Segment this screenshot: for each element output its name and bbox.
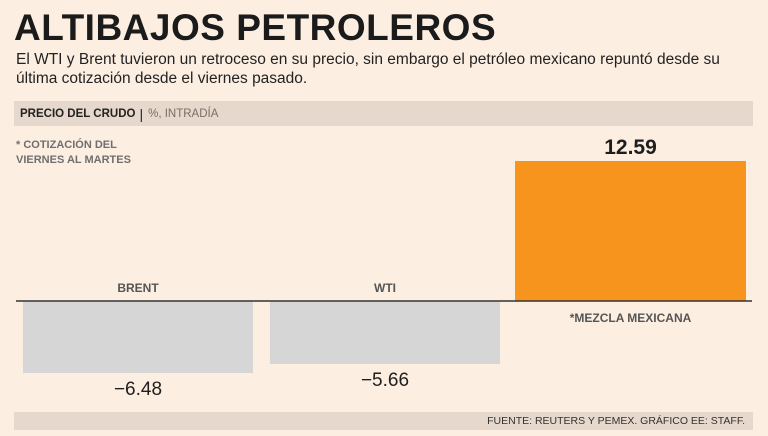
header-unit: %, INTRADÍA	[148, 107, 219, 120]
chart-subtitle: El WTI y Brent tuvieron un retroceso en …	[16, 51, 720, 87]
category-label: WTI	[374, 281, 396, 295]
category-label: *MEZCLA MEXICANA	[570, 311, 692, 325]
chart-title: ALTIBAJOS PETROLEROS	[14, 7, 497, 48]
footnote-line-2: VIERNES AL MARTES	[16, 154, 131, 166]
footnote-quote-period: * COTIZACIÓN DEL VIERNES AL MARTES	[16, 138, 196, 168]
value-label: −5.66	[361, 370, 409, 391]
value-label: 12.59	[604, 136, 657, 159]
value-label: −6.48	[114, 379, 162, 400]
bar-wti	[270, 301, 500, 364]
category-label: BRENT	[117, 281, 159, 295]
header-separator: |	[139, 105, 144, 122]
bar-mezcla-mexicana	[515, 161, 746, 301]
source-footer: FUENTE: REUTERS Y PEMEX. GRÁFICO EE: STA…	[14, 412, 753, 430]
footnote-line-1: * COTIZACIÓN DEL	[16, 139, 117, 151]
header-label: PRECIO DEL CRUDO	[20, 107, 136, 120]
header-bar: PRECIO DEL CRUDO | %, INTRADÍA	[14, 101, 753, 126]
bar-brent	[23, 301, 253, 374]
